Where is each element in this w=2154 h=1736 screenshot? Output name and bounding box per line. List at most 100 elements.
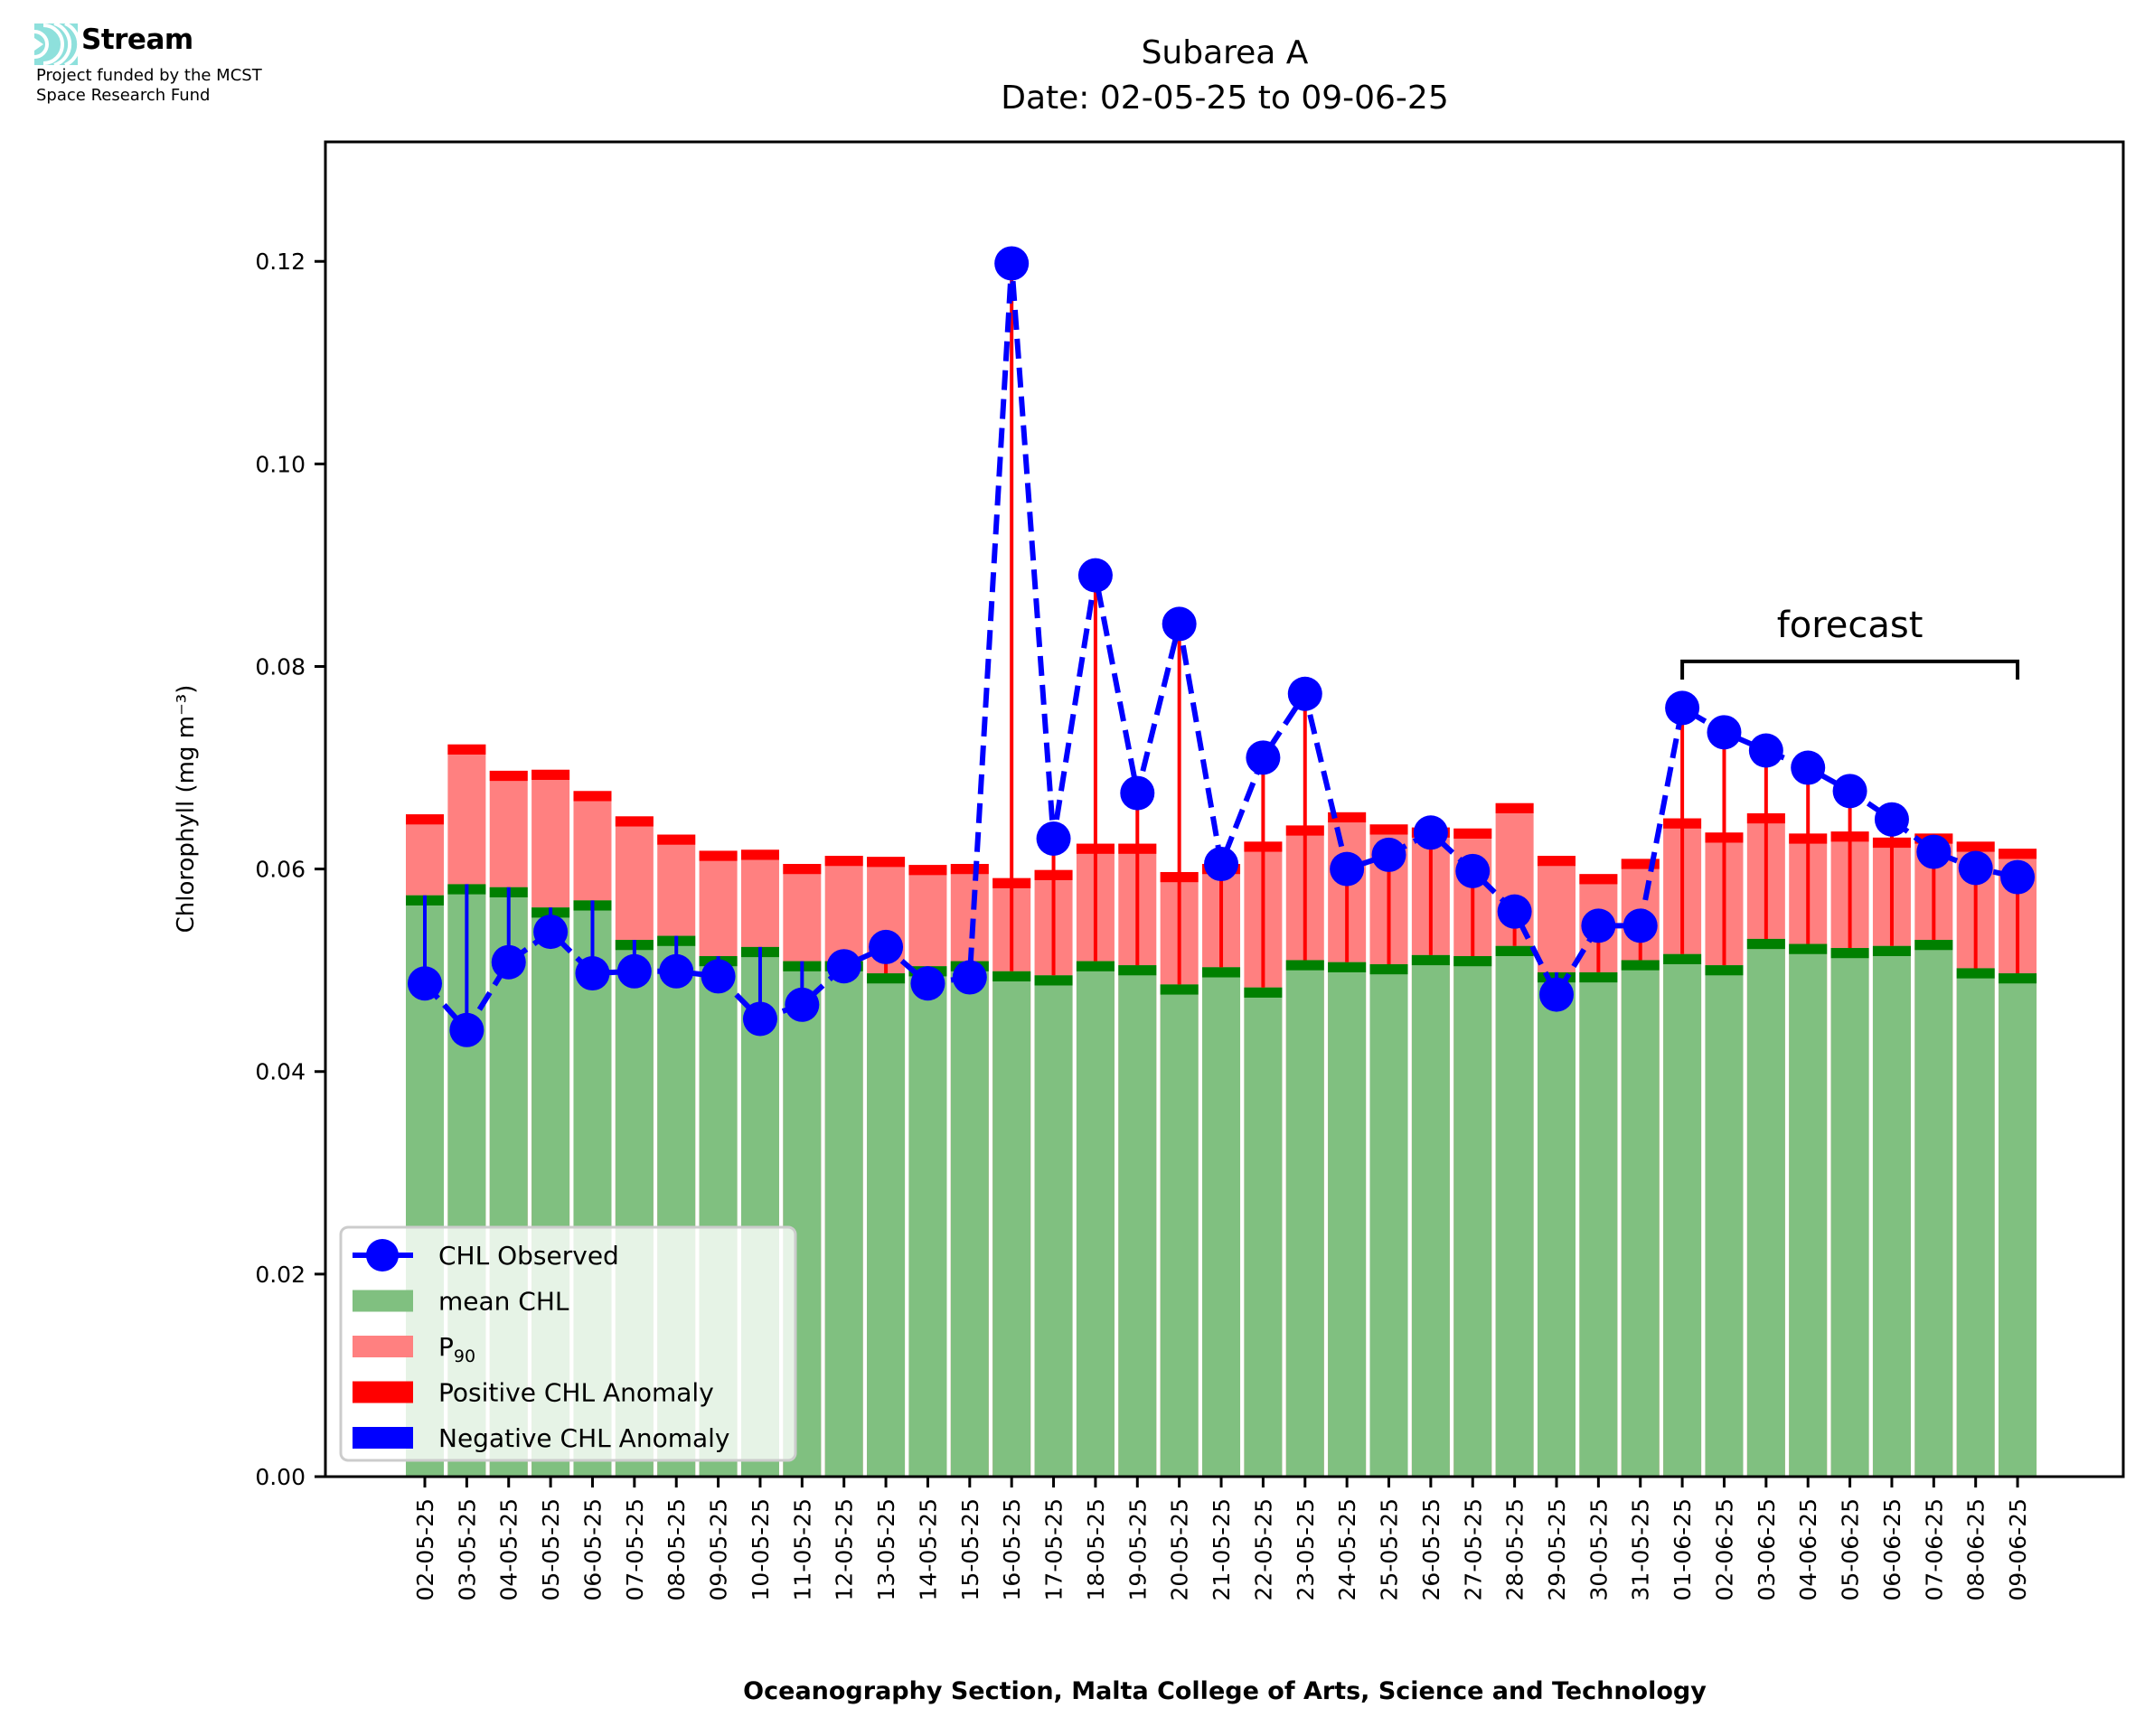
observed-point bbox=[1748, 733, 1783, 768]
bar-group bbox=[1914, 833, 1953, 1477]
bar-group bbox=[824, 856, 863, 1477]
bar-group bbox=[1076, 575, 1115, 1477]
x-tick-label: 04-05-25 bbox=[496, 1498, 522, 1600]
logo-name: Stream bbox=[81, 23, 193, 56]
bar-group bbox=[1537, 856, 1576, 1477]
mean-bar bbox=[1663, 953, 1702, 1477]
forecast-label: forecast bbox=[1777, 605, 1924, 646]
chart-subtitle: Date: 02-05-25 to 09-06-25 bbox=[1001, 80, 1448, 117]
bar-group bbox=[1705, 732, 1744, 1477]
mean-bar bbox=[1789, 943, 1828, 1477]
bar-group bbox=[1746, 750, 1785, 1477]
bar-group bbox=[1789, 767, 1828, 1477]
plot-area: 0.00 0.02 0.04 0.06 0.08 0.10 0.12 02-05-25 03-0… bbox=[255, 140, 2125, 1600]
bar-group bbox=[1202, 864, 1241, 1477]
mean-marker bbox=[1999, 973, 2037, 984]
observed-point bbox=[1707, 715, 1742, 750]
bar-group bbox=[992, 263, 1031, 1477]
legend-label: CHL Observed bbox=[438, 1241, 619, 1271]
legend-label-subscript: 90 bbox=[454, 1347, 475, 1366]
mean-bar bbox=[1244, 987, 1283, 1477]
x-tick-label: 01-06-25 bbox=[1670, 1498, 1696, 1600]
observed-point bbox=[1077, 558, 1113, 593]
legend-box bbox=[339, 1225, 797, 1462]
x-tick-label: 30-05-25 bbox=[1585, 1498, 1612, 1600]
x-tick-label: 13-05-25 bbox=[873, 1498, 899, 1600]
mean-marker bbox=[1956, 968, 1995, 979]
x-tick-label: 29-05-25 bbox=[1544, 1498, 1570, 1600]
x-tick-label: 22-05-25 bbox=[1250, 1498, 1276, 1600]
mean-bar bbox=[1369, 963, 1408, 1477]
x-tick-label: 06-06-25 bbox=[1879, 1498, 1905, 1600]
mean-bar bbox=[1999, 973, 2037, 1477]
mean-marker bbox=[1369, 963, 1408, 975]
p90-marker bbox=[1956, 841, 1995, 852]
mean-bar bbox=[1621, 960, 1660, 1477]
chart-title: Subarea A bbox=[1142, 34, 1309, 71]
bar-group bbox=[1579, 874, 1618, 1477]
forecast-bracket bbox=[1680, 659, 2020, 680]
bar-group bbox=[1034, 838, 1073, 1477]
observed-point bbox=[1330, 851, 1365, 887]
x-tick-label: 11-05-25 bbox=[789, 1498, 815, 1600]
mean-marker bbox=[1285, 960, 1324, 971]
observed-point bbox=[826, 949, 861, 984]
mean-marker bbox=[1453, 955, 1492, 967]
mean-bar bbox=[1202, 967, 1241, 1477]
x-tick-label: 12-05-25 bbox=[832, 1498, 858, 1600]
observed-point bbox=[1413, 815, 1448, 850]
observed-point bbox=[1287, 676, 1322, 711]
mean-bar bbox=[1579, 971, 1618, 1477]
x-tick-label: 26-05-25 bbox=[1418, 1498, 1444, 1600]
x-tick-label: 07-06-25 bbox=[1921, 1498, 1947, 1600]
legend-patch-icon bbox=[353, 1290, 413, 1312]
mean-bar bbox=[867, 973, 906, 1477]
observed-point bbox=[1204, 847, 1239, 882]
observed-point bbox=[449, 1012, 484, 1047]
bar-group bbox=[1369, 824, 1408, 1477]
mean-bar bbox=[1746, 938, 1785, 1477]
observed-point bbox=[408, 966, 442, 1001]
observed-point bbox=[2000, 859, 2036, 895]
mean-bar bbox=[824, 961, 863, 1477]
y-axis-label: Chlorophyll (mg m⁻³) bbox=[173, 685, 200, 934]
x-tick-label: 02-06-25 bbox=[1711, 1498, 1737, 1600]
observed-point bbox=[1162, 606, 1197, 642]
x-tick-label: 02-05-25 bbox=[412, 1498, 438, 1600]
mean-marker bbox=[1872, 945, 1911, 956]
x-tick-label: 24-05-25 bbox=[1334, 1498, 1360, 1600]
mean-bar bbox=[1160, 984, 1199, 1477]
p90-marker bbox=[699, 850, 738, 861]
bar-group bbox=[1872, 819, 1911, 1477]
observed-point bbox=[1120, 775, 1155, 811]
observed-point bbox=[1916, 834, 1952, 869]
mean-marker bbox=[1746, 938, 1785, 950]
observed-point bbox=[1036, 821, 1071, 856]
x-tick-label: 10-05-25 bbox=[748, 1498, 774, 1600]
mean-marker bbox=[1705, 965, 1744, 976]
mean-marker bbox=[1914, 940, 1953, 951]
mean-bar bbox=[908, 966, 947, 1477]
observed-point bbox=[533, 915, 569, 950]
bar-group bbox=[908, 865, 947, 1477]
bar-group bbox=[1244, 757, 1283, 1477]
mean-marker bbox=[867, 973, 906, 984]
x-tick-label: 08-05-25 bbox=[663, 1498, 690, 1600]
y-tick-label: 0.04 bbox=[255, 1059, 306, 1085]
p90-marker bbox=[950, 864, 989, 875]
axes-frame bbox=[324, 140, 2125, 1478]
bar-group bbox=[1160, 624, 1199, 1477]
observed-point bbox=[575, 956, 610, 991]
mean-marker bbox=[1789, 943, 1828, 954]
mean-bar bbox=[1537, 971, 1576, 1477]
bar-group bbox=[1956, 841, 1995, 1477]
x-tick-label: 03-05-25 bbox=[454, 1498, 480, 1600]
mean-bar bbox=[1328, 962, 1367, 1477]
mean-marker bbox=[1621, 960, 1660, 971]
y-tick-label: 0.06 bbox=[255, 857, 306, 883]
p90-marker bbox=[1369, 824, 1408, 835]
legend-patch-icon bbox=[353, 1427, 413, 1449]
p90-marker bbox=[1537, 856, 1576, 867]
x-tick-label: 07-05-25 bbox=[622, 1498, 648, 1600]
p90-marker bbox=[1328, 812, 1367, 823]
